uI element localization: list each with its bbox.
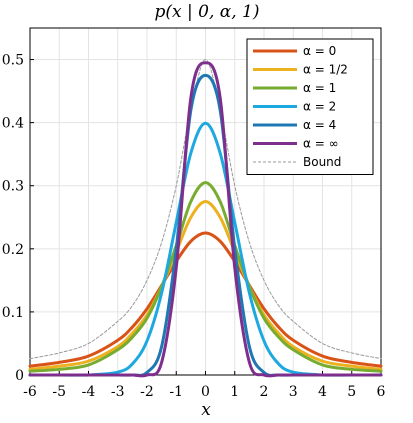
series-lines [28, 59, 383, 378]
x-tick-label: 2 [260, 384, 269, 400]
legend-entry: α = 4 [303, 118, 336, 132]
y-tick-label: 0.1 [2, 305, 24, 321]
series-line-0 [28, 231, 383, 368]
x-tick-label: 0 [201, 384, 210, 400]
x-tick-label: -3 [111, 384, 125, 400]
legend-entry: α = ∞ [303, 137, 339, 151]
x-tick-label: 4 [318, 384, 327, 400]
y-tick-label: 0.5 [2, 53, 24, 69]
series-line-5 [28, 61, 383, 378]
legend-entry: α = 0 [303, 44, 336, 58]
x-tick-label: -1 [169, 384, 183, 400]
y-tick-label: 0.3 [2, 179, 24, 195]
series-line-1 [28, 200, 383, 371]
legend-entry: α = 2 [303, 100, 336, 114]
x-tick-label: -6 [23, 384, 37, 400]
x-tick-label: -2 [140, 384, 154, 400]
chart-title: p(x | 0, α, 1) [155, 2, 260, 22]
series-line-2 [28, 181, 383, 373]
x-tick-label: 1 [230, 384, 239, 400]
legend-entry: Bound [303, 155, 341, 169]
axis-ticks: -6 -5 -4 -3 -2 -1 0 1 2 3 4 5 6 0 0.1 0.2 0.3 0.4 0.5 [2, 53, 386, 400]
legend: α = 0 α = 1/2 α = 1 α = 2 α = 4 α = ∞ Bound [246, 38, 374, 175]
y-tick-label: 0.4 [2, 116, 24, 132]
x-tick-label: 3 [289, 384, 298, 400]
x-tick-label: 6 [377, 384, 386, 400]
series-line-3 [28, 121, 383, 377]
x-tick-label: 5 [347, 384, 356, 400]
y-tick-label: 0.2 [2, 242, 24, 258]
x-tick-label: -5 [52, 384, 66, 400]
legend-entry: α = 1/2 [303, 63, 348, 77]
series-line-6 [29, 59, 382, 360]
legend-entry: α = 1 [303, 81, 336, 95]
x-axis-label: x [201, 400, 211, 420]
x-tick-label: -4 [82, 384, 96, 400]
y-tick-label: 0 [15, 368, 24, 384]
